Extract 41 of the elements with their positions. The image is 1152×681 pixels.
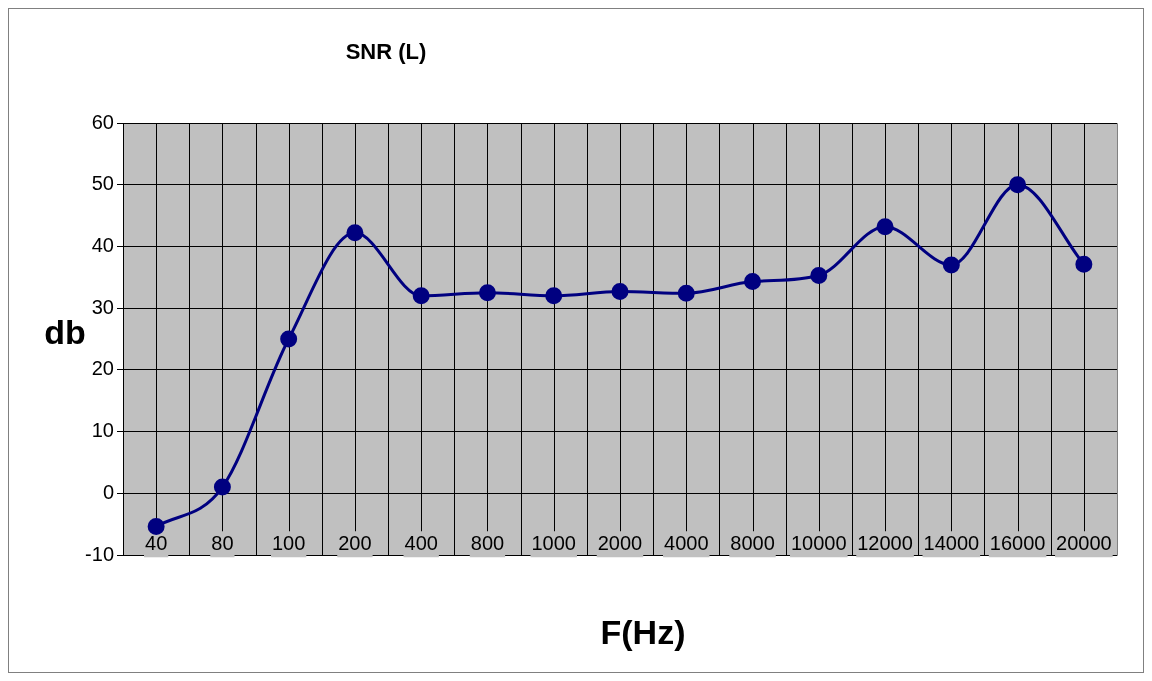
x-tick-label: 2000 — [597, 531, 643, 554]
point — [677, 284, 695, 302]
x-tick-label: 400 — [404, 531, 438, 554]
y-axis-title: db — [44, 313, 86, 352]
x-tick-label: 12000 — [857, 531, 913, 554]
x-tick-label: 4000 — [664, 531, 709, 554]
point — [810, 266, 828, 284]
y-tick-label: 50 — [91, 172, 114, 195]
point — [346, 224, 364, 242]
point — [280, 330, 298, 348]
x-tick-label: 200 — [338, 531, 372, 554]
point — [213, 478, 231, 496]
y-tick-label: 60 — [91, 110, 114, 133]
point — [478, 284, 496, 302]
x-tick-label: 16000 — [989, 531, 1046, 554]
x-axis-title: F(Hz) — [600, 613, 686, 652]
x-tick-label: 14000 — [923, 531, 980, 554]
point — [545, 287, 563, 305]
x-tick-label: 10000 — [790, 531, 847, 554]
y-tick-label: 10 — [91, 419, 114, 442]
point — [412, 287, 430, 305]
point — [1009, 176, 1027, 194]
x-tick-label: 80 — [211, 531, 234, 554]
x-tick-label: 100 — [271, 531, 306, 554]
chart-title: SNR (L) — [345, 39, 427, 65]
y-tick-label: 40 — [91, 233, 114, 256]
x-tick-label: 800 — [470, 531, 505, 554]
point — [147, 518, 165, 536]
x-tick-label: 20000 — [1056, 531, 1112, 554]
y-tick-label: 0 — [102, 480, 114, 503]
y-tick-label: 30 — [91, 295, 114, 318]
x-tick-label: 8000 — [730, 531, 775, 554]
point — [942, 256, 960, 274]
point — [611, 282, 629, 300]
point — [744, 273, 762, 291]
point — [876, 218, 894, 236]
y-tick-label: -10 — [85, 542, 114, 565]
x-tick-label: 40 — [145, 531, 168, 554]
point — [1075, 255, 1093, 273]
x-tick-label: 1000 — [531, 531, 576, 554]
y-tick-label: 20 — [91, 357, 114, 380]
